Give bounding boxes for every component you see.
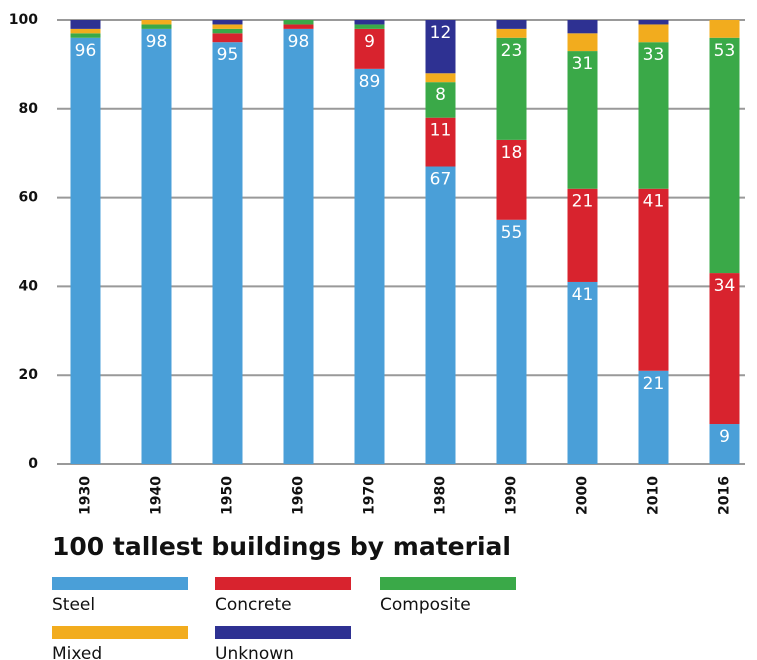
data-label: 55 — [501, 223, 523, 243]
x-tick-label: 2000 — [575, 476, 591, 515]
legend-swatch — [215, 626, 351, 639]
legend-swatch — [52, 577, 188, 590]
y-tick-label: 0 — [28, 456, 38, 472]
y-tick-label: 100 — [9, 12, 38, 28]
bar-segment — [638, 370, 669, 464]
bar-segment — [425, 73, 456, 83]
bar-segment — [354, 20, 385, 25]
bar-segment — [212, 28, 243, 34]
data-label: 9 — [719, 427, 730, 447]
y-tick-label: 60 — [19, 190, 39, 206]
bar-segment — [709, 20, 740, 38]
bar-segment — [141, 20, 172, 25]
legend-label: Mixed — [52, 644, 102, 660]
x-tick-label: 1950 — [220, 476, 236, 515]
bar-segment — [354, 24, 385, 29]
x-tick-label: 1970 — [362, 476, 378, 515]
bar-segment — [354, 28, 385, 69]
data-label: 31 — [572, 54, 594, 74]
legend-swatch — [380, 577, 516, 590]
data-label: 21 — [572, 192, 594, 212]
bar-segment — [283, 28, 314, 464]
data-label: 12 — [430, 23, 452, 43]
bar-segment — [567, 51, 598, 189]
data-label: 98 — [288, 32, 310, 52]
bar-segment — [141, 28, 172, 464]
x-tick-label: 2016 — [717, 476, 733, 515]
bar-segment — [567, 20, 598, 34]
bar-segment — [496, 219, 527, 464]
data-label: 8 — [435, 85, 446, 105]
data-label: 95 — [217, 45, 239, 65]
data-label: 53 — [714, 41, 736, 61]
x-tick-label: 1960 — [291, 476, 307, 515]
legend-label: Unknown — [215, 644, 294, 660]
bar-segment — [283, 24, 314, 29]
x-tick-label: 2010 — [646, 476, 662, 515]
bar-segment — [425, 166, 456, 464]
data-label: 41 — [643, 192, 665, 212]
bar-segment — [567, 188, 598, 282]
bar-segment — [638, 24, 669, 43]
bar-segment — [709, 273, 740, 425]
y-tick-label: 20 — [19, 367, 39, 383]
data-label: 11 — [430, 121, 452, 141]
data-label: 96 — [75, 41, 97, 61]
bar-segment — [70, 37, 101, 464]
bar-segment — [496, 28, 527, 38]
data-label: 67 — [430, 170, 452, 190]
data-label: 18 — [501, 143, 523, 163]
data-label: 41 — [572, 285, 594, 305]
legend-label: Steel — [52, 595, 95, 615]
data-label: 34 — [714, 276, 736, 296]
bar-segment — [354, 68, 385, 464]
x-tick-label: 1940 — [149, 476, 165, 515]
y-tick-label: 40 — [19, 278, 39, 294]
bar-segment — [425, 117, 456, 167]
bar-segment — [212, 24, 243, 29]
data-label: 98 — [146, 32, 168, 52]
chart-title: 100 tallest buildings by material — [52, 532, 511, 561]
bar-segment — [638, 42, 669, 189]
bar-segment — [496, 37, 527, 140]
bar-segment — [141, 24, 172, 29]
bar-segment — [70, 20, 101, 29]
x-tick-label: 1990 — [504, 476, 520, 515]
bar-segment — [496, 20, 527, 29]
legend-label: Concrete — [215, 595, 292, 615]
bar-segment — [212, 42, 243, 464]
bar-segment — [709, 424, 740, 464]
bar-segment — [283, 20, 314, 25]
data-label: 9 — [364, 32, 375, 52]
bar-segment — [212, 20, 243, 25]
x-tick-label: 1930 — [78, 476, 94, 515]
legend-label: Composite — [380, 595, 471, 615]
legend-swatch — [52, 626, 188, 639]
bar-segment — [425, 20, 456, 74]
bar-segment — [496, 139, 527, 220]
bar-segment — [212, 33, 243, 43]
bar-segment — [70, 33, 101, 38]
bar-segment — [638, 20, 669, 25]
y-tick-label: 80 — [19, 101, 39, 117]
data-label: 21 — [643, 374, 665, 394]
bar-segment — [70, 28, 101, 34]
data-label: 33 — [643, 45, 665, 65]
bar-segment — [709, 37, 740, 274]
data-label: 89 — [359, 72, 381, 92]
bar-segment — [567, 281, 598, 464]
x-tick-label: 1980 — [433, 476, 449, 515]
bar-segment — [567, 33, 598, 52]
bar-segment — [638, 188, 669, 371]
bar-segment — [425, 82, 456, 118]
legend-swatch — [215, 577, 351, 590]
data-label: 23 — [501, 41, 523, 61]
